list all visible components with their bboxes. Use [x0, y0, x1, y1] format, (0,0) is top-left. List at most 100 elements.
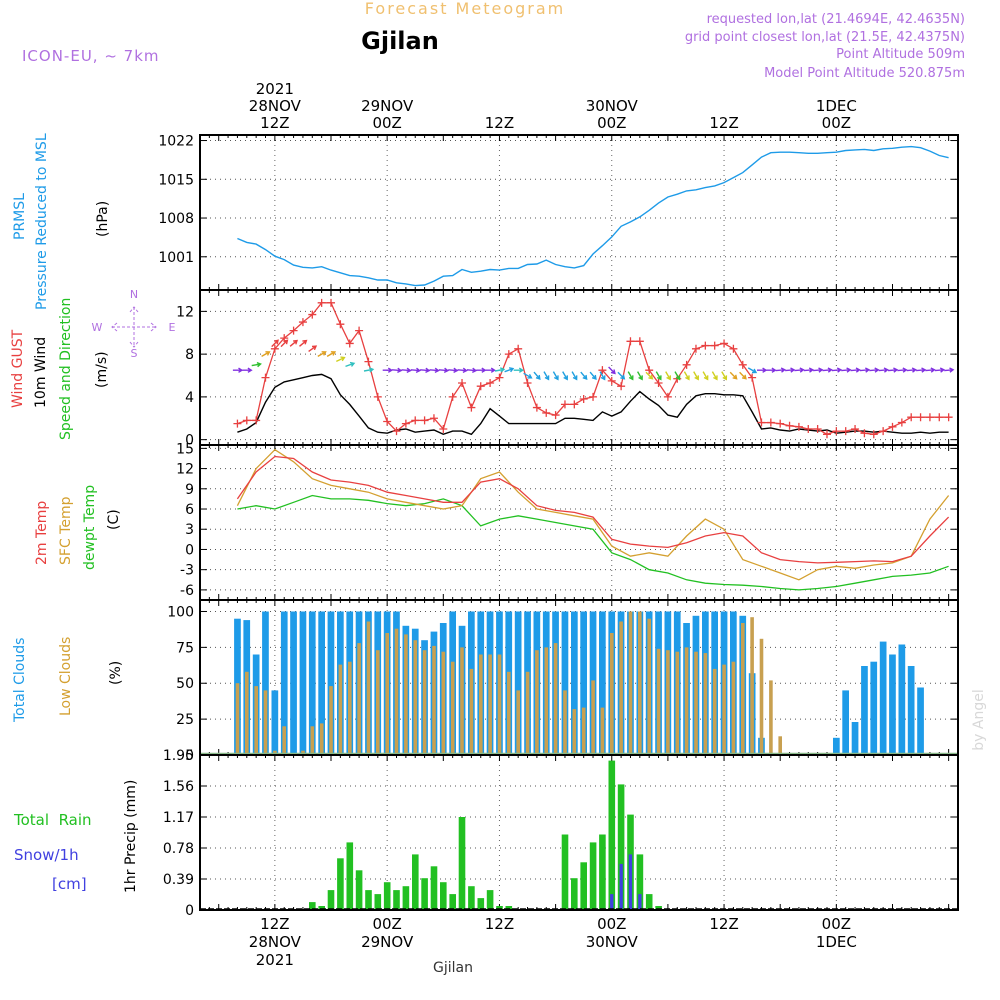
- total-clouds-bar: [290, 611, 297, 755]
- wind-arrow: [683, 371, 690, 381]
- gust-marker: [560, 400, 569, 409]
- gust-marker: [935, 413, 944, 422]
- low-clouds-bar: [591, 680, 595, 755]
- low-clouds-bar: [385, 633, 389, 755]
- wind-arrow: [822, 367, 833, 373]
- low-clouds-bar: [235, 683, 240, 755]
- y-tick-label: 0: [185, 542, 194, 558]
- low-clouds-bar: [638, 611, 642, 755]
- low-clouds-bar: [329, 686, 333, 755]
- low-clouds-bar: [319, 723, 324, 755]
- gust-marker: [242, 416, 251, 425]
- footer-location: Gjilan: [433, 960, 473, 976]
- model-altitude: Model Point Altitude 520.875m: [764, 66, 965, 81]
- pressure-unit-label: (hPa): [95, 201, 111, 237]
- y-tick-label: 1.95: [163, 748, 194, 764]
- rain-bar: [402, 886, 410, 910]
- watermark: by Angel: [971, 689, 987, 750]
- rain-bar: [645, 894, 653, 910]
- total-clouds-bar: [327, 611, 335, 755]
- wind-arrow: [916, 367, 927, 373]
- top-time-label: 30NOV: [586, 97, 639, 115]
- snow-bar: [628, 854, 633, 910]
- total-clouds-bar: [879, 641, 887, 755]
- gust-marker: [383, 417, 392, 426]
- wind-label: 10m Wind: [33, 337, 49, 408]
- rain-bar: [365, 890, 372, 910]
- y-tick-label: 9: [185, 482, 194, 498]
- prmsl-desc-label: Pressure Reduced to MSL: [34, 133, 50, 310]
- compass-e: E: [169, 321, 176, 334]
- sfc-temp-label: SFC Temp: [58, 496, 74, 565]
- y-tick-label: 1008: [158, 211, 194, 227]
- gust-marker: [514, 344, 523, 353]
- gust-marker: [626, 337, 635, 346]
- y-tick-label: 12: [176, 304, 194, 320]
- low-clouds-bar: [394, 628, 399, 755]
- wind-arrow: [504, 367, 515, 373]
- wind-arrow: [523, 372, 533, 379]
- gust-marker: [841, 427, 850, 436]
- gust-marker: [458, 379, 467, 387]
- wind-arrow: [345, 361, 356, 368]
- gust-marker: [345, 339, 354, 348]
- y-tick-label: 0.78: [163, 841, 194, 857]
- low-clouds-bar: [376, 650, 380, 755]
- rain-bar: [327, 890, 335, 910]
- rain-bar: [337, 858, 344, 910]
- gust-marker: [392, 427, 401, 436]
- rain-bar: [608, 760, 616, 910]
- snow-bar: [610, 894, 614, 910]
- low-clouds-bar: [366, 621, 371, 755]
- wind-arrow: [448, 367, 459, 374]
- wind-arrow: [533, 371, 541, 381]
- wind-arrow: [702, 371, 709, 381]
- bottom-time-label: 30NOV: [586, 933, 639, 951]
- low-clouds-label: Low Clouds: [58, 637, 74, 716]
- wind-arrow: [766, 367, 777, 373]
- rain-bar: [580, 862, 587, 910]
- snow-bar: [638, 894, 642, 910]
- wind-arrow: [308, 345, 318, 352]
- y-tick-label: 15: [176, 441, 194, 457]
- rain-bar: [561, 834, 569, 910]
- panel-2: -6 -3 0 3 6 9 12 15: [176, 441, 959, 600]
- top-time-label: 29NOV: [361, 97, 414, 115]
- wind-arrow: [887, 367, 899, 373]
- gust-marker: [327, 298, 336, 307]
- gust-marker: [467, 403, 476, 412]
- low-clouds-bar: [404, 634, 408, 755]
- gust-marker: [598, 366, 607, 375]
- wind-arrow: [747, 367, 758, 374]
- gust-marker: [364, 357, 373, 366]
- gust-marker: [663, 392, 672, 401]
- low-clouds-bar: [525, 671, 530, 755]
- gust-marker: [710, 341, 719, 350]
- total-clouds-bar: [917, 687, 924, 755]
- wind-arrow: [410, 367, 422, 374]
- wind-arrow: [934, 367, 946, 373]
- low-clouds-bar: [497, 654, 502, 755]
- wind-arrow: [878, 367, 889, 373]
- y-tick-label: 3: [185, 522, 194, 538]
- wind-arrow: [859, 367, 871, 373]
- requested-coords: requested lon,lat (21.4694E, 42.4635N): [707, 12, 965, 27]
- rain-bar: [458, 817, 466, 910]
- pressure-line: [237, 145, 949, 287]
- y-tick-label: 1.56: [163, 779, 194, 795]
- y-tick-label: 0.39: [163, 872, 194, 888]
- wind-arrow: [775, 367, 787, 373]
- low-clouds-bar: [460, 647, 464, 755]
- wind-arrow: [831, 367, 843, 373]
- bottom-time-label: 12Z: [485, 915, 514, 933]
- gust-marker: [822, 430, 831, 439]
- low-clouds-bar: [741, 623, 745, 755]
- total-clouds-bar: [308, 611, 316, 755]
- top-time-label: 00Z: [597, 114, 626, 132]
- low-clouds-bar: [610, 633, 614, 755]
- wind-unit-label: (m/s): [94, 351, 110, 388]
- panel-frame: [199, 754, 959, 911]
- low-clouds-bar: [338, 664, 343, 755]
- wind-arrow: [261, 351, 271, 358]
- total-clouds-bar: [851, 722, 859, 755]
